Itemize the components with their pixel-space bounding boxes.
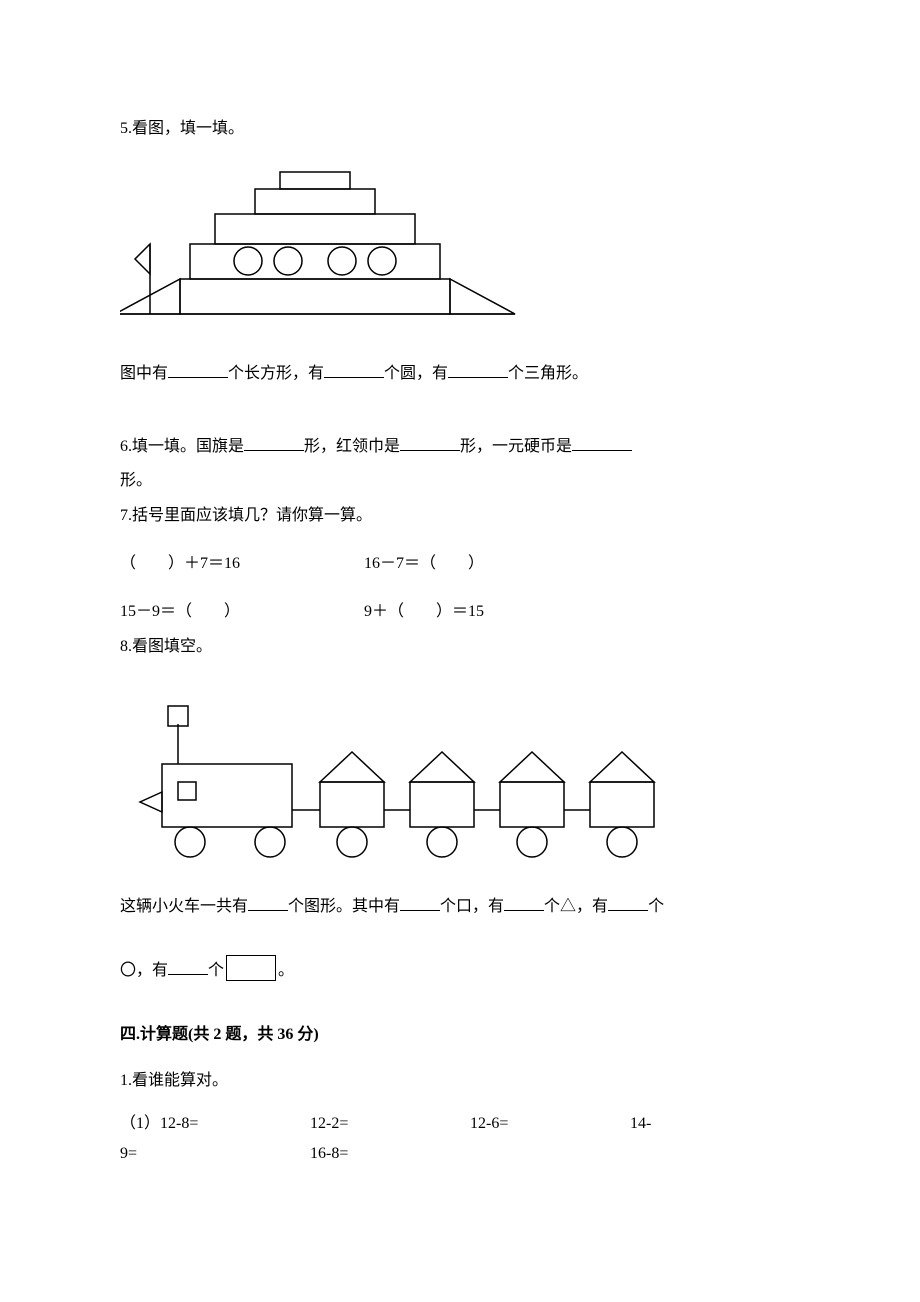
q8-g: 个 xyxy=(208,962,224,979)
q5-circle-label: 个圆，有 xyxy=(384,365,448,382)
q6-line: 6.填一填。国旗是 形，红领巾是 形，一元硬币是 xyxy=(120,432,800,462)
q6-a: 6.填一填。国旗是 xyxy=(120,438,244,455)
s4-q1-row2: 9= 16-8= xyxy=(120,1139,800,1169)
q8-c: 个口，有 xyxy=(440,898,504,915)
calc-3: 12-6= xyxy=(470,1109,630,1139)
calc-5: 16-8= xyxy=(310,1139,470,1169)
blank-tri-count[interactable] xyxy=(448,361,508,378)
blank-triangle[interactable] xyxy=(504,894,544,911)
calc-4b: 9= xyxy=(120,1139,310,1169)
boat-diagram xyxy=(120,164,520,329)
q8-b: 个图形。其中有 xyxy=(288,898,400,915)
q8-title: 8.看图填空。 xyxy=(120,632,800,662)
q8-e: 个 xyxy=(648,898,664,915)
q7-eq2: 16－7＝（ ） xyxy=(364,555,484,572)
q5-rect-label: 个长方形，有 xyxy=(228,365,324,382)
q7-eq3: 15－9＝（ ） xyxy=(120,597,360,627)
q7-row2: 15－9＝（ ） 9＋（ ）＝15 xyxy=(120,597,800,627)
q6-c: 形，一元硬币是 xyxy=(460,438,572,455)
rectangle-icon xyxy=(226,955,276,981)
blank-scarf-shape[interactable] xyxy=(400,434,460,451)
blank-last[interactable] xyxy=(608,894,648,911)
train-diagram xyxy=(120,682,680,862)
q7-eq1: （ ）＋7＝16 xyxy=(120,549,360,579)
blank-circle[interactable] xyxy=(168,958,208,975)
blank-rect-count[interactable] xyxy=(168,361,228,378)
q8-h: 。 xyxy=(278,962,294,979)
q5-figure xyxy=(120,164,800,329)
q7-row1: （ ）＋7＝16 16－7＝（ ） xyxy=(120,549,800,579)
blank-total[interactable] xyxy=(248,894,288,911)
calc-4a: 14- xyxy=(630,1109,651,1139)
q5-rect-prefix: 图中有 xyxy=(120,365,168,382)
blank-flag-shape[interactable] xyxy=(244,434,304,451)
q5-answer-line: 图中有 个长方形，有 个圆，有 个三角形。 xyxy=(120,359,800,389)
blank-coin-shape[interactable] xyxy=(572,434,632,451)
blank-square[interactable] xyxy=(400,894,440,911)
q8-d: 个△，有 xyxy=(544,898,608,915)
calc-1: （1）12-8= xyxy=(120,1109,310,1139)
calc-2: 12-2= xyxy=(310,1109,470,1139)
q7-eq4: 9＋（ ）＝15 xyxy=(364,603,484,620)
q5-title: 5.看图，填一填。 xyxy=(120,114,800,144)
q8-f: 〇，有 xyxy=(120,962,168,979)
q7-title: 7.括号里面应该填几？请你算一算。 xyxy=(120,501,800,531)
blank-circle-count[interactable] xyxy=(324,361,384,378)
q8-answer-line1: 这辆小火车一共有 个图形。其中有 个口，有 个△，有 个 xyxy=(120,892,800,922)
q6-tail: 形。 xyxy=(120,466,800,496)
q8-a: 这辆小火车一共有 xyxy=(120,898,248,915)
s4-q1-row: （1）12-8= 12-2= 12-6= 14- xyxy=(120,1109,800,1139)
q8-answer-line2: 〇，有 个 。 xyxy=(120,955,800,986)
q6-b: 形，红领巾是 xyxy=(304,438,400,455)
q8-figure xyxy=(120,682,800,862)
section4-title: 四.计算题(共 2 题，共 36 分) xyxy=(120,1020,800,1050)
s4-q1-title: 1.看谁能算对。 xyxy=(120,1066,800,1096)
q5-tri-label: 个三角形。 xyxy=(508,365,588,382)
